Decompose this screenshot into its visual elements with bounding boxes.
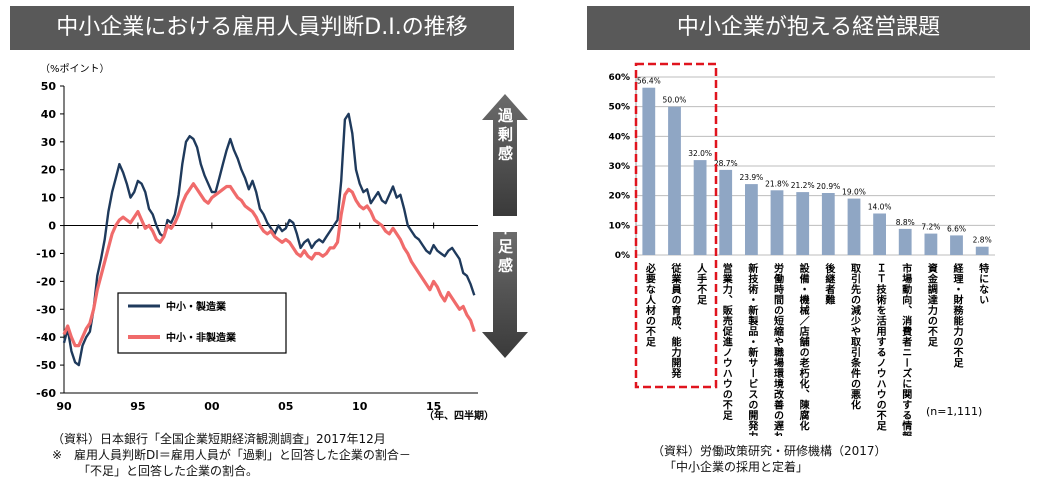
y-tick-label: 20%	[608, 192, 630, 202]
x-tick-label: 90	[56, 400, 72, 413]
y-tick-label: -50	[36, 359, 56, 372]
highlight-box	[634, 62, 718, 389]
y-tick-label: 20	[41, 164, 57, 177]
category-label: 設備・機械／店舗の老朽化、陳腐化	[797, 262, 810, 432]
y-unit-label: （%ポイント）	[40, 63, 110, 75]
y-tick-label: 40%	[608, 132, 630, 142]
sample-size-note: (n=1,111)	[926, 405, 982, 418]
category-labels: 必要な人材の不足 従業員の育成、能力開発 人手不足 営業力、販売促進ノウハウの不足 新技…	[643, 262, 988, 436]
shortage-arrow: 不足感	[482, 220, 528, 358]
y-tick-label: 40	[41, 108, 57, 121]
y-tick-label: 30	[41, 136, 57, 149]
bar-chart-source-title: 「中小企業の採用と定着」	[664, 460, 809, 474]
bar	[821, 193, 835, 255]
management-issues-bar-chart: 0% 10% 20% 30% 40% 50% 60% 56.4% 50.0% 32.0%28.7…	[608, 62, 995, 436]
bar	[770, 190, 784, 255]
bar-value-label: 7.2%	[921, 223, 940, 232]
y-tick-label: 50%	[608, 103, 630, 113]
category-label: 資金調達力の不足	[925, 262, 938, 348]
bar-value-label: 8.8%	[896, 218, 915, 227]
category-label: 人手不足	[695, 262, 707, 306]
bar	[924, 233, 938, 255]
bar-value-label: 28.7%	[714, 159, 738, 168]
y-tick-label: 60%	[608, 73, 630, 83]
y-tick-label: 10	[41, 192, 57, 205]
legend-label-manufacturing: 中小・製造業	[166, 300, 227, 313]
category-label: 経理・財務能力の不足	[951, 262, 964, 369]
y-tick-label: -30	[36, 303, 56, 316]
bar	[642, 87, 656, 255]
employment-di-line-chart: （%ポイント） 50 40 30 20 10 0 -10 -20 -30 -40 -50 -60 90…	[36, 63, 528, 422]
line-chart-definition-note: ※ 雇用人員判断DI＝雇用人員が「過剰」と回答した企業の割合－	[52, 448, 411, 462]
series-line-manufacturing	[62, 112, 476, 367]
shortage-arrow-shape	[482, 232, 528, 358]
line-series	[62, 112, 476, 367]
bar-value-label: 19.0%	[842, 188, 866, 197]
category-label: ＩＴ技術を活用するノウハウの不足	[874, 263, 887, 432]
category-label: 従業員の育成、能力開発	[669, 262, 682, 379]
y-tick-label: -60	[36, 387, 56, 400]
x-tick-label: 15	[426, 400, 441, 413]
x-tick-label: 10	[352, 400, 368, 413]
category-label: 営業力、販売促進ノウハウの不足	[720, 262, 733, 421]
bar-value-label: 21.8%	[765, 179, 789, 188]
bar	[847, 198, 861, 255]
bars: 56.4% 50.0% 32.0%28.7%23.9%21.8% 21.2% 20.9%…	[637, 77, 992, 255]
line-chart-definition-note-cont: 「不足」と回答した企業の割合。	[78, 464, 259, 478]
surplus-arrow-shape	[482, 94, 528, 216]
surplus-arrow: 過剰感	[482, 94, 528, 216]
y-axis: 50 40 30 20 10 0 -10 -20 -30 -40 -50 -60	[36, 80, 65, 400]
bar-chart-title: 中小企業が抱える経営課題	[587, 6, 1030, 50]
bar-value-label: 21.2%	[791, 181, 815, 190]
bar	[719, 169, 733, 255]
bar-value-label: 14.0%	[868, 202, 892, 211]
y-tick-label: 0%	[615, 251, 630, 261]
bar	[668, 106, 681, 255]
bar-value-label: 56.4%	[637, 77, 661, 86]
bar	[950, 235, 963, 255]
y-tick-label: 10%	[608, 221, 630, 231]
x-tick-label: 05	[278, 400, 293, 413]
series-line-non-manufacturing	[62, 182, 476, 348]
x-tick-label: 95	[130, 400, 145, 413]
legend: 中小・製造業 中小・非製造業	[117, 292, 287, 354]
bar	[796, 192, 810, 255]
y-tick-label: -10	[36, 247, 56, 260]
category-label: 労働時間の短縮や職場環境改善の遅れ	[772, 262, 785, 436]
category-label: 新技術・新製品・新サービスの開発力	[746, 262, 759, 436]
bar-value-label: 50.0%	[663, 96, 687, 105]
legend-box	[117, 292, 287, 354]
y-tick-label: -40	[36, 331, 56, 344]
x-tick-label: 00	[204, 400, 220, 413]
y-tick-label: -20	[36, 275, 56, 288]
legend-label-non-manufacturing: 中小・非製造業	[166, 331, 237, 344]
bar-value-label: 20.9%	[816, 182, 840, 191]
surplus-arrow-label: 過剰感	[496, 108, 514, 165]
category-label: 後継者難	[823, 262, 836, 306]
bar-value-label: 23.9%	[739, 173, 763, 182]
bar	[898, 228, 912, 255]
y-tick-label: 0	[48, 220, 56, 233]
bar-value-label: 2.8%	[973, 236, 992, 245]
y-tick-label: 30%	[608, 162, 630, 172]
y-tick-label: 50	[41, 80, 57, 93]
x-unit-label: （年、四半期）	[424, 409, 494, 422]
line-chart-source-note: （資料）日本銀行「全国企業短期経済観測調査」2017年12月	[52, 432, 386, 446]
category-label: 取引先の減少や取引条件の悪化	[848, 263, 861, 411]
bar	[975, 246, 989, 255]
shortage-arrow-label: 不足感	[496, 220, 514, 277]
category-label: 必要な人材の不足	[643, 262, 656, 348]
bar	[745, 184, 758, 255]
bar	[693, 160, 707, 255]
line-chart-title: 中小企業における雇用人員判断D.I.の推移	[10, 6, 514, 50]
category-label: 特にない	[977, 262, 989, 305]
category-label: 市場動向、消費者ニーズに関する情報	[900, 262, 913, 436]
bar-value-label: 32.0%	[688, 149, 712, 158]
bar-chart-source-note: （資料）労働政策研究・研修機構（2017）	[652, 444, 887, 458]
bar	[873, 213, 886, 255]
bar-value-label: 6.6%	[947, 224, 966, 233]
